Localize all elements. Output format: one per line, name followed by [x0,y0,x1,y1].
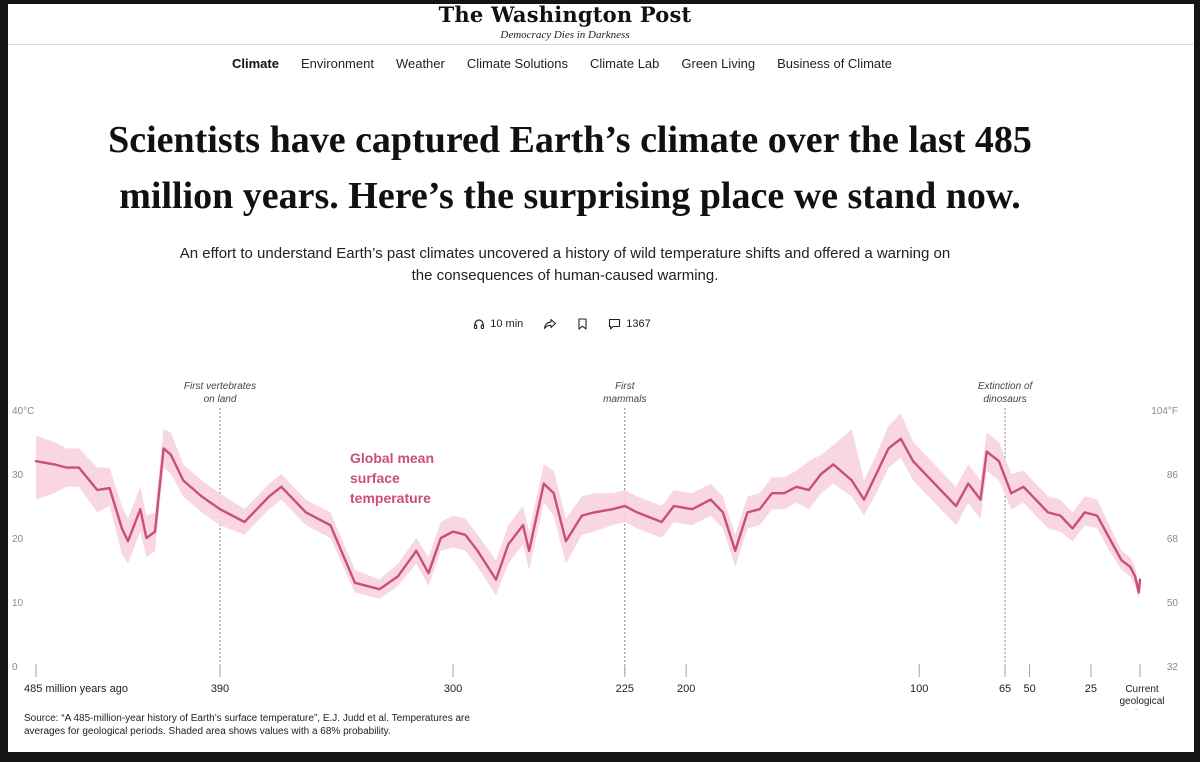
save-button[interactable] [577,318,588,330]
y-right-tick-label: 32 [1167,662,1179,673]
dek-line-1: An effort to understand Earth’s past cli… [179,245,951,262]
masthead-divider [8,44,1194,45]
x-tick-label: 225 [616,683,634,695]
y-right-tick-label: 86 [1167,470,1179,481]
source-line-2: averages for geological periods. Shaded … [24,726,391,737]
read-time: 10 min [490,318,524,330]
annotation-label: mammals [603,394,646,405]
y-right-tick-label: 68 [1167,534,1179,545]
section-nav: Climate Environment Weather Climate Solu… [0,56,1124,71]
site-tagline: Democracy Dies in Darkness [500,29,630,41]
x-tick-label: Current [1125,684,1159,695]
x-tick-label: 100 [910,683,928,695]
headphones-icon [474,319,485,330]
y-right-tick-label: 104°F [1151,406,1178,417]
series-label: temperature [350,490,431,506]
x-tick-label: stage [1130,708,1155,710]
series-label: surface [350,470,400,486]
photo-border-right [1194,0,1200,762]
listen-button[interactable]: 10 min [473,318,523,330]
y-left-tick-label: 10 [12,598,24,609]
nav-item-climate[interactable]: Climate [232,56,279,71]
annotation-label: First vertebrates [184,381,256,392]
photo-border-top [0,0,1200,4]
x-tick-label: 485 million years ago [24,683,128,695]
comments-button[interactable]: 1367 [608,318,651,330]
bookmark-icon [578,318,587,330]
x-tick-label: 25 [1085,683,1097,695]
article-dek: An effort to understand Earth’s past cli… [110,243,1020,287]
annotation-label: on land [204,394,237,405]
annotation-label: Extinction of [978,381,1034,392]
headline-line-1: Scientists have captured Earth’s climate… [108,119,1032,161]
y-left-tick-label: 20 [12,534,24,545]
nav-item-climate-lab[interactable]: Climate Lab [590,56,660,71]
share-icon [544,318,557,330]
site-logo[interactable]: The Washington Post [438,2,692,27]
masthead: The Washington Post Democracy Dies in Da… [0,2,1130,41]
x-tick-label: 65 [999,683,1011,695]
nav-item-weather[interactable]: Weather [395,56,445,71]
annotation-label: First [615,381,636,392]
x-tick-label: geological [1119,696,1164,707]
source-line-1: Source: “A 485-million-year history of E… [24,713,470,724]
nav-item-green-living[interactable]: Green Living [681,56,756,71]
article-tools: 10 min 1367 [0,318,1124,330]
y-left-tick-label: 0 [12,662,18,673]
temperature-chart: 0 10 20 30 40°C 32 50 68 86 104°F First vertebrate… [12,381,1179,710]
photo-border-bottom [0,752,1200,762]
x-tick-label: 200 [677,683,695,695]
y-left-tick-label: 40°C [12,406,34,417]
temperature-line [34,437,1142,594]
x-tick-label: 300 [444,683,462,695]
comment-count: 1367 [626,318,651,330]
y-left-tick-label: 30 [12,470,24,481]
nav-item-environment[interactable]: Environment [300,56,374,71]
article-headline: Scientists have captured Earth’s climate… [30,112,1110,224]
confidence-band [36,413,1140,599]
share-button[interactable] [543,318,557,330]
chart-source-note: Source: “A 485-million-year history of E… [24,712,604,738]
x-tick-label: 390 [211,683,229,695]
nav-item-climate-solutions[interactable]: Climate Solutions [466,56,569,71]
y-right-tick-label: 50 [1167,598,1179,609]
x-tick-label: 50 [1023,683,1035,695]
headline-line-2: million years. Here’s the surprising pla… [119,175,1021,217]
nav-item-business-of-climate[interactable]: Business of Climate [777,56,892,71]
photo-border-left [0,0,8,762]
annotation-label: dinosaurs [983,394,1026,405]
series-label: Global mean [350,450,434,466]
comment-icon [609,318,621,330]
dek-line-2: the consequences of human-caused warming… [411,267,719,284]
